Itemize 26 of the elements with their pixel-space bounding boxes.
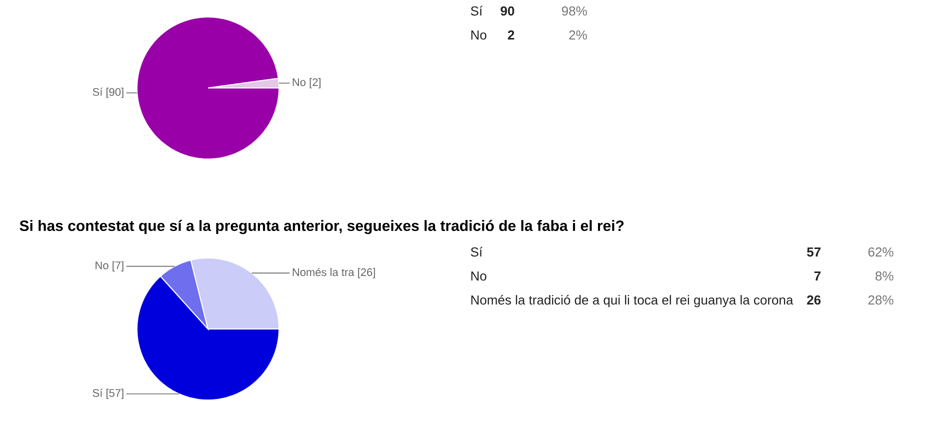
text: Sí: [470, 246, 482, 257]
text: 62%: [868, 247, 894, 257]
text: 26: [807, 295, 821, 305]
data-label: [7]: [112, 261, 124, 272]
data-label: [26]: [358, 268, 375, 278]
text: 28%: [868, 295, 894, 305]
text: 90: [500, 6, 514, 16]
data-label: [57]: [106, 388, 124, 400]
slice-label: No: [292, 78, 306, 86]
text: 7: [814, 272, 821, 280]
text: 98%: [562, 6, 587, 16]
data-label: [90]: [106, 88, 124, 98]
slice-label: No: [96, 262, 108, 270]
data-label: [2]: [310, 78, 320, 88]
text: No: [471, 30, 486, 40]
text: No: [471, 272, 486, 281]
text: Només la tradició de a qui li toca el rei guanya la corona: [471, 294, 794, 308]
text: 57: [807, 248, 821, 257]
chart-title: Si has contestat que sí a la pregunta anterior, segueixes la tradició de la faba i el rei?: [20, 220, 624, 234]
slice-label: Sí: [92, 388, 103, 397]
slice-label: Sí: [92, 88, 103, 96]
slice-label: Només la tra: [292, 268, 354, 276]
text: 2%: [569, 30, 587, 40]
text: 2: [508, 30, 514, 40]
text: 8%: [876, 271, 894, 281]
text: Sí: [470, 6, 482, 16]
